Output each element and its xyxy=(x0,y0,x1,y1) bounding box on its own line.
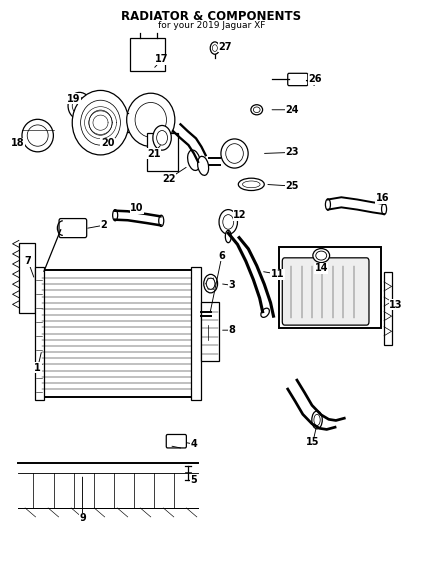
Text: 3: 3 xyxy=(228,280,235,290)
Text: 6: 6 xyxy=(219,251,225,260)
Text: 13: 13 xyxy=(389,300,403,310)
Ellipse shape xyxy=(89,110,112,135)
Text: 12: 12 xyxy=(233,210,247,220)
Circle shape xyxy=(223,215,233,229)
Text: 1: 1 xyxy=(34,363,41,373)
Ellipse shape xyxy=(126,93,175,146)
Text: for your 2019 Jaguar XF: for your 2019 Jaguar XF xyxy=(158,20,265,29)
Ellipse shape xyxy=(22,119,53,152)
Ellipse shape xyxy=(68,93,91,119)
Circle shape xyxy=(153,125,171,150)
Ellipse shape xyxy=(159,215,164,227)
Text: 14: 14 xyxy=(314,263,328,273)
Text: 17: 17 xyxy=(155,54,169,64)
Circle shape xyxy=(212,45,217,51)
FancyBboxPatch shape xyxy=(166,434,187,448)
FancyBboxPatch shape xyxy=(288,73,308,86)
Ellipse shape xyxy=(314,414,320,425)
Text: 8: 8 xyxy=(228,325,235,335)
Text: 27: 27 xyxy=(218,42,232,52)
Text: 21: 21 xyxy=(147,149,160,159)
Ellipse shape xyxy=(72,97,87,114)
FancyBboxPatch shape xyxy=(384,272,392,345)
Text: 23: 23 xyxy=(285,147,299,158)
Ellipse shape xyxy=(204,275,217,293)
Text: 19: 19 xyxy=(67,94,81,103)
Text: 5: 5 xyxy=(190,475,197,485)
Ellipse shape xyxy=(312,411,322,429)
Circle shape xyxy=(157,131,168,145)
Text: 20: 20 xyxy=(101,138,114,149)
Ellipse shape xyxy=(238,178,264,190)
Text: RADIATOR & COMPONENTS: RADIATOR & COMPONENTS xyxy=(121,11,302,24)
Text: 10: 10 xyxy=(130,203,144,214)
Ellipse shape xyxy=(261,308,269,318)
Ellipse shape xyxy=(253,107,260,112)
Text: 16: 16 xyxy=(376,193,389,203)
Ellipse shape xyxy=(81,100,121,145)
FancyBboxPatch shape xyxy=(19,244,35,314)
FancyBboxPatch shape xyxy=(191,267,201,400)
FancyBboxPatch shape xyxy=(35,267,44,400)
Ellipse shape xyxy=(313,249,330,263)
FancyBboxPatch shape xyxy=(130,38,165,71)
Ellipse shape xyxy=(382,203,387,215)
FancyBboxPatch shape xyxy=(59,219,87,238)
Ellipse shape xyxy=(113,210,118,221)
Text: 15: 15 xyxy=(306,437,320,447)
FancyBboxPatch shape xyxy=(201,302,219,361)
Text: 24: 24 xyxy=(285,105,299,115)
Text: 11: 11 xyxy=(271,269,284,279)
Ellipse shape xyxy=(325,199,330,210)
Ellipse shape xyxy=(209,310,213,318)
Text: 26: 26 xyxy=(309,75,322,85)
Ellipse shape xyxy=(206,278,215,289)
Ellipse shape xyxy=(226,144,243,163)
Ellipse shape xyxy=(72,90,129,155)
Text: 7: 7 xyxy=(25,256,31,266)
FancyBboxPatch shape xyxy=(278,247,381,328)
Circle shape xyxy=(219,210,237,234)
Circle shape xyxy=(210,42,220,54)
Ellipse shape xyxy=(225,231,231,243)
FancyBboxPatch shape xyxy=(39,270,193,397)
Ellipse shape xyxy=(27,125,48,146)
Ellipse shape xyxy=(198,157,209,175)
Ellipse shape xyxy=(242,181,260,188)
FancyBboxPatch shape xyxy=(147,133,178,171)
FancyBboxPatch shape xyxy=(282,258,369,325)
Ellipse shape xyxy=(251,105,263,115)
Text: 4: 4 xyxy=(190,439,197,449)
Text: 18: 18 xyxy=(11,138,25,149)
Text: 22: 22 xyxy=(162,174,176,184)
Ellipse shape xyxy=(221,139,248,168)
Ellipse shape xyxy=(135,102,167,137)
Text: 9: 9 xyxy=(79,513,86,523)
Text: 25: 25 xyxy=(285,181,299,191)
Ellipse shape xyxy=(188,150,200,171)
Ellipse shape xyxy=(316,251,327,260)
Text: 2: 2 xyxy=(100,220,107,231)
